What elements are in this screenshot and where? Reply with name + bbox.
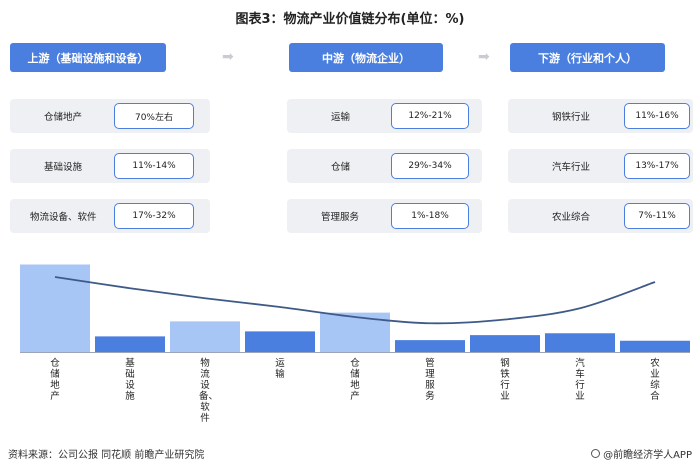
upstream-row: 仓储地产 70%左右 [10, 99, 210, 133]
upstream-row: 物流设备、软件 17%-32% [10, 199, 210, 233]
downstream-row: 钢铁行业 11%-16% [508, 99, 693, 133]
row-value: 11%-14% [114, 153, 194, 179]
row-value: 17%-32% [114, 203, 194, 229]
x-tick-label: 仓储地产 [350, 358, 360, 402]
upstream-header: 上游（基础设施和设备） [10, 43, 166, 72]
bar-6 [395, 340, 465, 352]
bar-5 [320, 312, 390, 352]
x-tick-label: 农业综合 [650, 358, 660, 402]
bar-4 [245, 331, 315, 352]
bar-8 [545, 333, 615, 352]
row-label: 运输 [331, 112, 351, 123]
row-label: 汽车行业 [552, 162, 591, 173]
source-note: 资料来源：公司公报 同花顺 前瞻产业研究院 [8, 450, 205, 461]
row-label: 钢铁行业 [552, 112, 591, 123]
bar-2 [95, 336, 165, 352]
midstream-row: 仓储 29%-34% [287, 149, 482, 183]
row-label: 仓储地产 [44, 112, 83, 123]
downstream-row: 汽车行业 13%-17% [508, 149, 693, 183]
row-value: 1%-18% [391, 203, 469, 229]
midstream-row: 管理服务 1%-18% [287, 199, 482, 233]
x-tick-label: 汽车行业 [575, 358, 585, 402]
x-tick-label: 管理服务 [425, 358, 435, 402]
row-label: 管理服务 [321, 212, 360, 223]
midstream-row: 运输 12%-21% [287, 99, 482, 133]
bar-9 [620, 340, 690, 352]
downstream-row: 农业综合 7%-11% [508, 199, 693, 233]
row-value: 12%-21% [391, 103, 469, 129]
x-tick-label: 基础设施 [125, 358, 135, 402]
row-value: 70%左右 [114, 103, 194, 129]
row-value: 13%-17% [624, 153, 690, 179]
row-value: 7%-11% [624, 203, 690, 229]
chart-title: 图表3：物流产业价值链分布(单位：%) [235, 12, 465, 27]
x-tick-label: 物流设备、软件 [199, 358, 219, 424]
bar-7 [470, 335, 540, 352]
brand-credit: @前瞻经济学人APP [591, 446, 692, 461]
trend-line [54, 276, 656, 325]
row-label: 农业综合 [552, 212, 591, 223]
right-arrow-icon: ➡ [222, 49, 234, 65]
row-label: 物流设备、软件 [30, 212, 97, 223]
right-arrow-icon: ➡ [478, 49, 490, 65]
upstream-row: 基础设施 11%-14% [10, 149, 210, 183]
row-label: 仓储 [331, 162, 351, 173]
row-value: 29%-34% [391, 153, 469, 179]
brand-text: @前瞻经济学人APP [603, 450, 692, 461]
row-value: 11%-16% [624, 103, 690, 129]
x-tick-label: 仓储地产 [50, 358, 60, 402]
bar-1 [20, 264, 90, 352]
value-chain-chart [20, 264, 690, 353]
row-label: 基础设施 [44, 162, 83, 173]
bar-3 [170, 321, 240, 352]
downstream-header: 下游（行业和个人） [510, 43, 665, 72]
x-tick-label: 钢铁行业 [500, 358, 510, 402]
midstream-header: 中游（物流企业） [289, 43, 443, 72]
x-tick-label: 运输 [275, 358, 285, 380]
brand-logo-icon [591, 449, 601, 458]
